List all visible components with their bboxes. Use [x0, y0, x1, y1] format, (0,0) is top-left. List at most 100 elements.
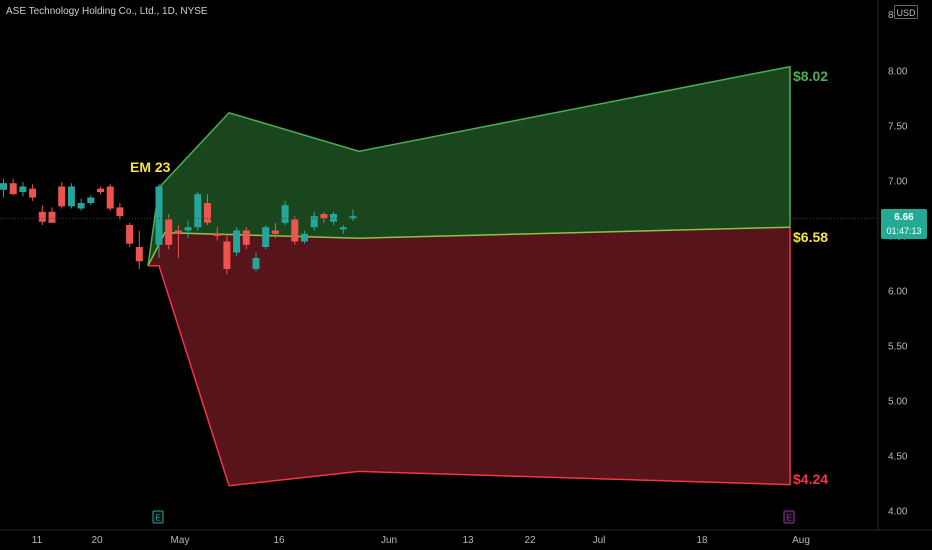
- x-tick-label: 18: [696, 535, 708, 546]
- candle-body: [97, 188, 104, 192]
- candle: [349, 209, 357, 221]
- candle-body: [330, 214, 338, 222]
- candle-body: [262, 227, 270, 247]
- candle-body: [271, 230, 279, 234]
- candle: [116, 203, 124, 220]
- y-tick-label: 5.00: [888, 397, 908, 408]
- earnings-marker-box: [783, 510, 795, 524]
- earnings-marker-letter: E: [786, 514, 791, 523]
- candle-body: [242, 230, 250, 245]
- x-tick-label: 22: [524, 535, 536, 546]
- candlestick-series: [0, 178, 357, 275]
- candle: [155, 184, 163, 258]
- earnings-marker-box: [152, 510, 164, 524]
- candle: [29, 184, 37, 201]
- band-labels: EM 23 $8.02 $6.58 $4.24: [130, 68, 828, 487]
- candle: [291, 216, 299, 245]
- candle-body: [194, 194, 202, 228]
- grid-lines: [0, 0, 932, 531]
- x-tick-label: May: [171, 535, 190, 546]
- candle-body: [58, 186, 66, 207]
- x-axis: 11 20 May 16 Jun 13 22 Jul 18 Aug: [32, 535, 810, 546]
- candle-body: [184, 227, 192, 231]
- mid-band-label: $6.58: [793, 229, 828, 245]
- candle: [106, 184, 114, 211]
- candle-body: [19, 186, 27, 192]
- candle: [48, 207, 56, 223]
- y-tick-label: 4.00: [888, 507, 908, 518]
- candle: [301, 230, 308, 244]
- y-tick-label: 4.50: [888, 452, 908, 463]
- candle-body: [135, 247, 143, 262]
- candle: [0, 178, 7, 198]
- candle-body: [9, 183, 17, 195]
- candle: [320, 211, 328, 223]
- candle: [38, 205, 46, 225]
- candle: [252, 252, 260, 272]
- earnings-marker-letter: E: [155, 514, 160, 523]
- candle-body: [213, 233, 221, 236]
- expected-move-bands: [147, 65, 791, 487]
- candle: [87, 195, 95, 206]
- lower-band-label: $4.24: [793, 471, 828, 487]
- candle: [281, 200, 289, 225]
- candle-body: [126, 225, 134, 244]
- last-price-value: 6.66: [894, 212, 914, 223]
- upper-band-fill: [148, 66, 790, 266]
- candle: [184, 220, 192, 239]
- candle-body: [223, 241, 231, 269]
- candle-body: [281, 205, 289, 223]
- candle: [213, 227, 221, 241]
- candle-body: [0, 183, 7, 190]
- candle: [58, 182, 66, 209]
- candle-body: [165, 219, 173, 245]
- candle-body: [67, 186, 75, 207]
- x-tick-label: 13: [462, 535, 474, 546]
- candle: [174, 225, 182, 258]
- candle-body: [106, 186, 114, 209]
- candle: [165, 214, 173, 250]
- candle-body: [301, 233, 308, 242]
- lower-band-line: [148, 227, 791, 487]
- candle: [126, 222, 134, 247]
- candle-body: [320, 214, 328, 219]
- candle-body: [87, 197, 95, 203]
- last-price-tag: 6.66 01:47:13: [881, 209, 927, 239]
- y-tick-label: 6.00: [888, 287, 908, 298]
- candle-body: [233, 230, 241, 253]
- candle-body: [116, 207, 124, 217]
- y-tick-label: 8.00: [888, 67, 908, 78]
- mid-band-line: [147, 226, 791, 267]
- candle: [310, 211, 318, 231]
- x-tick-label: Jun: [381, 535, 397, 546]
- candle: [9, 178, 17, 196]
- candle: [194, 192, 202, 231]
- y-tick-label-partial: 8: [888, 10, 894, 21]
- candle-body: [155, 186, 163, 245]
- candle: [97, 186, 104, 195]
- x-tick-label: Jul: [593, 535, 606, 546]
- bar-countdown: 01:47:13: [886, 226, 922, 236]
- candle: [223, 233, 231, 275]
- candle-body: [48, 211, 56, 223]
- candle-body: [174, 230, 182, 234]
- candle: [67, 183, 75, 209]
- currency-badge[interactable]: USD: [894, 5, 918, 19]
- candle-body: [291, 219, 299, 242]
- earnings-marker-icon: E: [783, 510, 795, 524]
- candle: [233, 227, 241, 256]
- candle: [339, 225, 347, 234]
- upper-band-label: $8.02: [793, 68, 828, 84]
- candle-body: [349, 216, 357, 219]
- y-tick-label: 5.50: [888, 342, 908, 353]
- y-tick-label: 7.00: [888, 177, 908, 188]
- candle-body: [252, 258, 260, 269]
- candle-body: [38, 211, 46, 222]
- chart-title: ASE Technology Holding Co., Ltd., 1D, NY…: [6, 6, 208, 17]
- candle: [19, 182, 27, 197]
- candle: [242, 227, 250, 250]
- x-tick-label: 16: [273, 535, 285, 546]
- candle: [204, 194, 211, 225]
